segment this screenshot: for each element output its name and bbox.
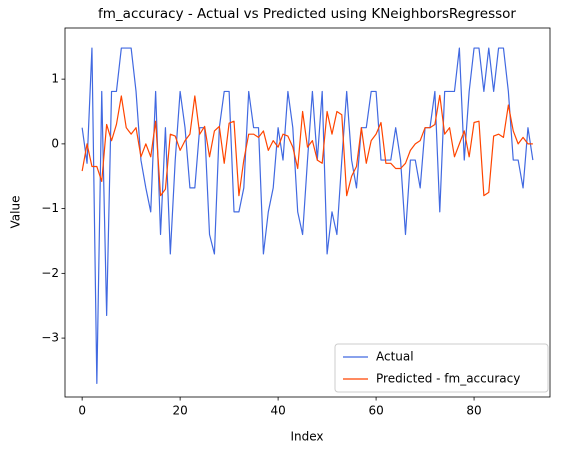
y-tick-label: −1 (41, 201, 59, 215)
x-axis-label: Index (290, 430, 323, 444)
legend-label: Predicted - fm_accuracy (376, 372, 520, 386)
chart-title: fm_accuracy - Actual vs Predicted using … (98, 6, 516, 22)
x-tick-label: 80 (466, 404, 481, 418)
y-tick-label: 1 (51, 72, 59, 86)
plot-frame (64, 27, 551, 398)
x-tick-label: 60 (368, 404, 383, 418)
y-tick-label: −2 (41, 266, 59, 280)
legend-label: Actual (376, 350, 414, 364)
y-tick-label: −3 (41, 331, 59, 345)
y-axis-label: Value (9, 196, 23, 229)
x-tick-label: 40 (270, 404, 285, 418)
y-tick-label: 0 (51, 136, 59, 150)
series-line (81, 94, 533, 197)
legend-box (334, 343, 549, 393)
series-line (81, 47, 534, 385)
x-tick-label: 0 (78, 404, 86, 418)
x-tick-label: 20 (172, 404, 187, 418)
